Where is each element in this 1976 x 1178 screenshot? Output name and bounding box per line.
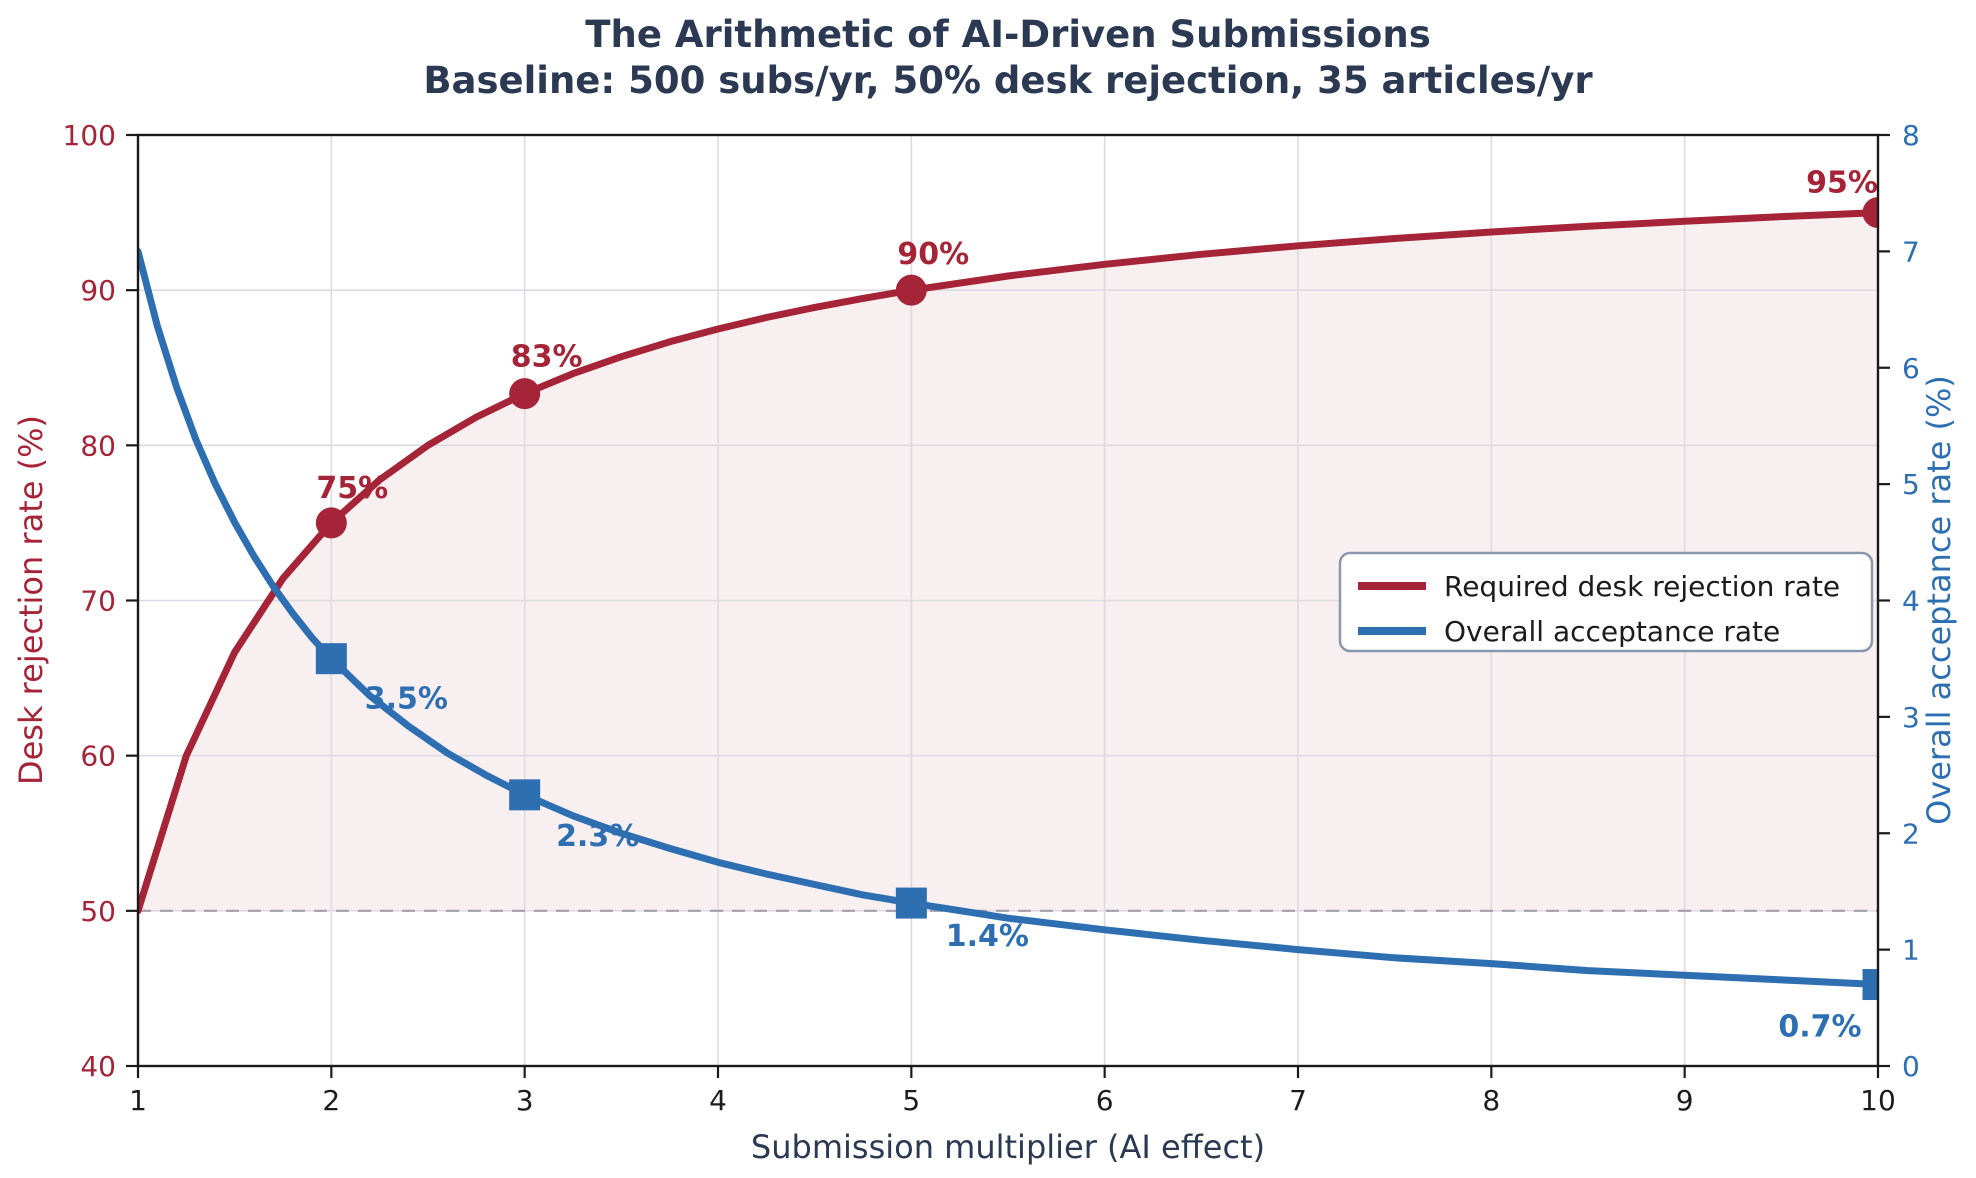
x-tick-label: 4 [709,1084,727,1117]
marker-circle [895,274,927,306]
annotation-label: 75% [316,471,388,506]
marker-square [509,779,541,811]
x-tick-label: 2 [322,1084,340,1117]
y-right-tick-label: 2 [1902,817,1920,850]
y-left-tick-label: 70 [80,585,116,618]
x-tick-label: 9 [1676,1084,1694,1117]
series-line-0 [138,209,1878,915]
marker-circle [315,507,347,539]
annotation-label: 83% [511,340,583,375]
y-left-tick-label: 100 [63,119,116,152]
x-tick-label: 3 [516,1084,534,1117]
annotation-label: 2.3% [556,819,639,854]
marker-square [895,887,927,919]
area-fill-path [138,212,1878,911]
x-tick-label: 7 [1289,1084,1307,1117]
x-tick-label: 8 [1482,1084,1500,1117]
y-left-axis-label: Desk rejection rate (%) [12,415,50,785]
legend-box [1338,551,1874,653]
y-right-tick-label: 1 [1902,934,1920,967]
axes: 1 2 3 4 5 6 7 8 9 10 40 50 60 70 80 90 100 0 1 2 3 4 5 6 7 8 [63,119,1920,1117]
series-lines [138,209,1878,988]
y-left-tick-label: 90 [80,274,116,307]
chart-subtitle: Baseline: 500 subs/yr, 50% desk rejectio… [423,59,1593,102]
marker-circle [1862,197,1878,229]
legend-entry-label: Overall acceptance rate [1444,615,1780,648]
area-fill [138,212,1878,911]
y-left-tick-label: 40 [80,1050,116,1083]
y-right-tick-label: 3 [1902,701,1920,734]
annotation-label: 90% [897,237,969,272]
y-left-tick-label: 80 [80,429,116,462]
legend-entry-label: Required desk rejection rate [1444,570,1840,603]
y-right-tick-label: 6 [1902,352,1920,385]
y-right-tick-label: 7 [1902,235,1920,268]
x-tick-label: 1 [129,1084,147,1117]
y-left-tick-label: 50 [80,895,116,928]
marker-square [1862,969,1878,1001]
marker-circle [509,378,541,410]
x-tick-label: 5 [902,1084,920,1117]
x-axis-label: Submission multiplier (AI effect) [751,1128,1265,1166]
annotation-label: 0.7% [1778,1010,1861,1045]
series-line-1 [138,247,1878,988]
x-tick-label: 6 [1096,1084,1114,1117]
y-right-tick-label: 8 [1902,119,1920,152]
y-right-tick-label: 0 [1902,1050,1920,1083]
annotation-label: 3.5% [365,682,448,717]
data-point-labels: 75% 83% 90% 95% 3.5% 2.3% 1.4% 0.7% [316,166,1877,1045]
x-tick-label: 10 [1860,1084,1896,1117]
chart-title: The Arithmetic of AI-Driven Submissions [585,13,1430,56]
data-point-markers [315,197,1878,1001]
marker-square [315,643,347,675]
y-right-axis-label: Overall acceptance rate (%) [1920,375,1958,825]
annotation-label: 95% [1806,166,1878,201]
y-right-tick-label: 5 [1902,468,1920,501]
legend: Required desk rejection rate Overall acce… [1338,551,1874,653]
annotation-label: 1.4% [946,919,1029,954]
y-left-tick-label: 60 [80,740,116,773]
y-right-tick-label: 4 [1902,585,1920,618]
